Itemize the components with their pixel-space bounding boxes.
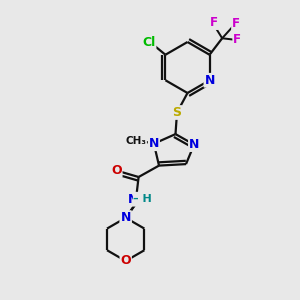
Text: CH₃: CH₃ xyxy=(125,136,146,146)
Text: O: O xyxy=(111,164,122,177)
Text: S: S xyxy=(172,106,182,119)
Text: N: N xyxy=(189,138,199,151)
Text: – H: – H xyxy=(134,194,152,204)
Text: N: N xyxy=(121,211,131,224)
Text: O: O xyxy=(120,254,131,268)
Text: F: F xyxy=(233,33,241,46)
Text: N: N xyxy=(204,74,215,87)
Text: Cl: Cl xyxy=(142,36,155,49)
Text: N: N xyxy=(128,193,138,206)
Text: N: N xyxy=(149,137,159,150)
Text: N: N xyxy=(121,211,131,224)
Text: F: F xyxy=(210,16,218,29)
Text: F: F xyxy=(232,17,240,30)
